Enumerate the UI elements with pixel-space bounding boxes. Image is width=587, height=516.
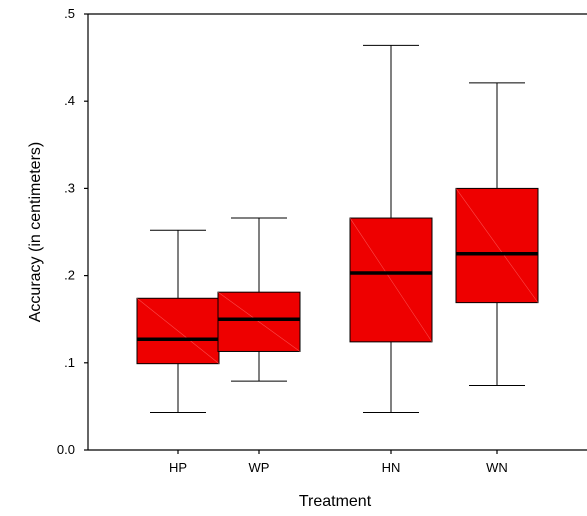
y-tick-label: .3 (64, 180, 75, 195)
box-diagonal (349, 217, 433, 343)
box-hn (349, 44, 433, 414)
x-axis-title: Treatment (299, 493, 372, 510)
x-tick-label: HP (169, 460, 187, 475)
x-tick-label: WN (486, 460, 508, 475)
y-axis: 0.0 .1 .2 .3 .4 .5 (57, 6, 88, 457)
y-axis-title: Accuracy (in centimeters) (27, 142, 44, 323)
plot-frame (87, 13, 587, 451)
y-tick-label: 0.0 (57, 442, 75, 457)
box-diagonal (217, 291, 301, 352)
box-diagonal (136, 298, 220, 364)
boxes (136, 44, 539, 414)
y-tick-label: .1 (64, 355, 75, 370)
box-wp (217, 217, 301, 382)
x-tick-label: HN (382, 460, 401, 475)
box-wn (455, 82, 539, 386)
y-tick-label: .5 (64, 6, 75, 21)
y-tick-label: .4 (64, 93, 75, 108)
x-tick-label: WP (249, 460, 270, 475)
box-diagonal (455, 188, 539, 303)
y-tick-label: .2 (64, 268, 75, 283)
x-axis: HP WP HN WN (169, 450, 508, 475)
box-hp (136, 229, 220, 414)
